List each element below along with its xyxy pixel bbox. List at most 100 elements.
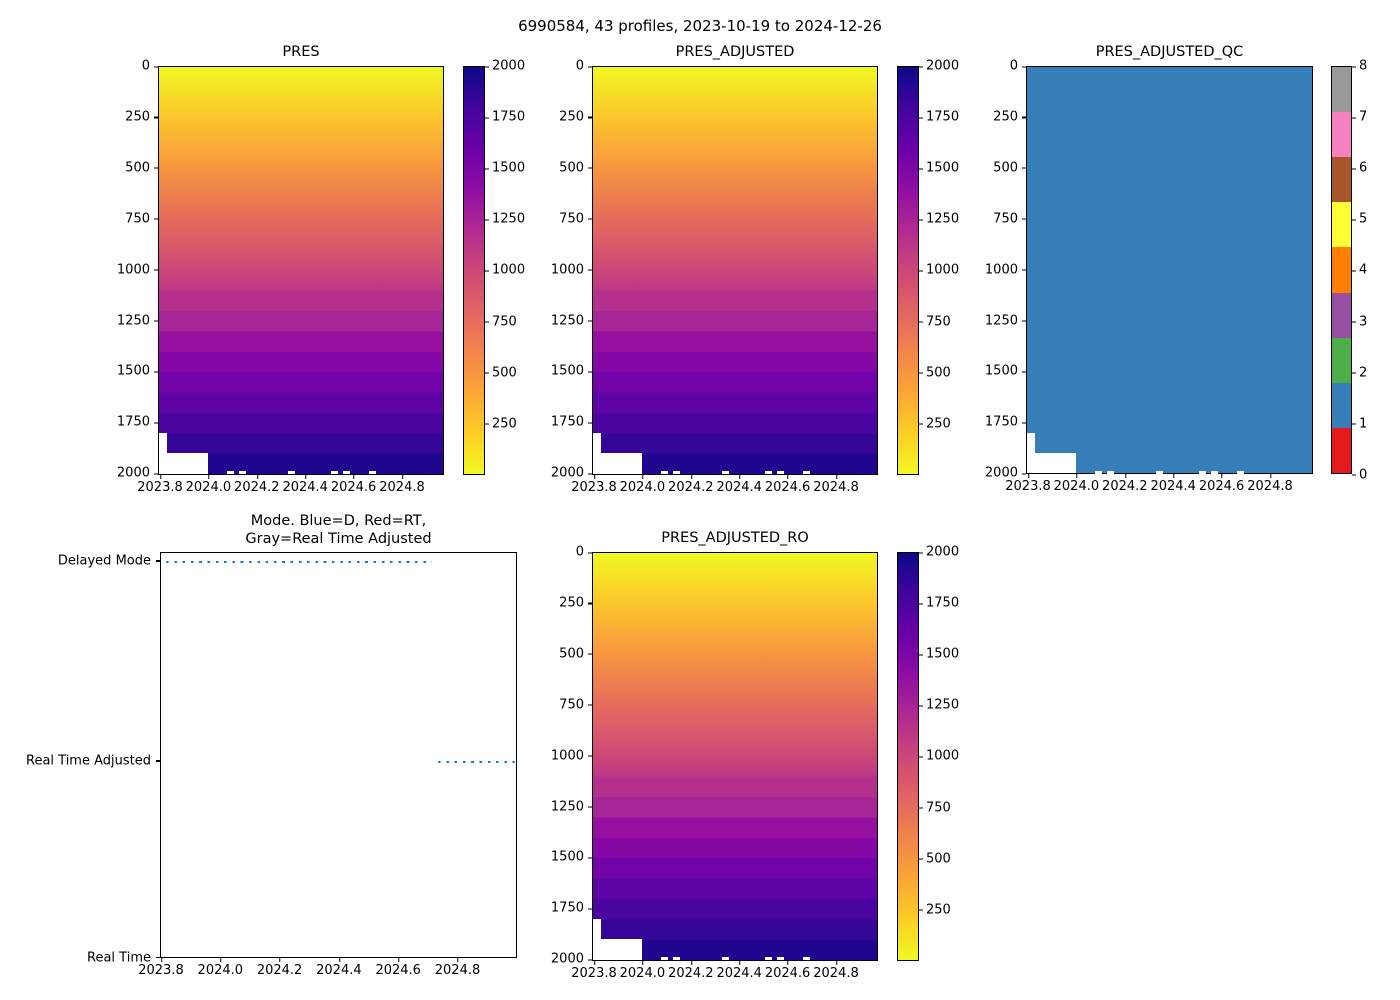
y-tick: 750 [559, 212, 592, 225]
x-tick-label: 2024.2 [234, 480, 280, 495]
tick-mark [588, 218, 592, 220]
y-tick: 1750 [550, 900, 592, 916]
colorbar-tick: 1250 [919, 699, 959, 712]
tick-mark [154, 66, 158, 68]
y-tick: 500 [125, 161, 158, 174]
tick-mark [588, 552, 592, 554]
x-tick: 2024.0 [620, 961, 665, 981]
x-tick: 2024.0 [1054, 474, 1099, 494]
ro-heatmap [592, 552, 878, 961]
x-tick-label: 2024.6 [375, 963, 421, 978]
missing-data-gap [765, 957, 772, 960]
pres-adjusted-y-axis: 0 250 500 750 1000 1250 1500 1750 2000 [528, 60, 592, 480]
y-tick: 0 [141, 58, 158, 74]
mode-label-delayed: Delayed Mode [57, 553, 151, 569]
qc-colorbar-segment-7-pink [1332, 112, 1351, 158]
tick-mark [919, 654, 923, 656]
x-tick: 2024.4 [316, 958, 362, 978]
missing-data-gap [722, 957, 729, 960]
colorbar-tick-label: 1750 [492, 109, 526, 125]
tick-mark [457, 958, 459, 962]
tick-mark [1022, 320, 1026, 322]
panel-mode: Mode. Blue=D, Red=RT, Gray=Real Time Adj… [26, 513, 517, 978]
qc-colorbar-segment-2-green [1332, 337, 1351, 383]
tick-mark [690, 961, 692, 965]
x-tick: 2024.2 [234, 475, 280, 495]
x-tick-label: 2024.6 [330, 480, 377, 495]
tick-mark [739, 961, 741, 965]
tick-mark [588, 320, 592, 322]
tick-mark [1022, 422, 1026, 424]
y-tick-label: 250 [559, 595, 584, 611]
x-tick-label: 2024.4 [716, 966, 762, 981]
y-tick-label: 1750 [550, 900, 584, 916]
x-tick-label: 2024.2 [1102, 479, 1148, 494]
y-tick-label: 750 [993, 211, 1018, 227]
tick-mark [338, 958, 340, 962]
mode-title-line1: Mode. Blue=D, Red=RT, [250, 513, 427, 529]
y-tick-label: 2000 [550, 951, 584, 967]
panel-pres: PRES 0 250 500 750 1000 1250 1500 1750 2000 2023… [117, 44, 525, 495]
x-tick: 2024.4 [716, 475, 762, 495]
tick-mark [1352, 270, 1356, 272]
tick-mark [588, 908, 592, 910]
y-tick-label: 0 [141, 58, 150, 74]
x-tick-label: 2024.8 [379, 480, 425, 495]
missing-data-gap [1107, 471, 1114, 474]
x-tick: 2023.8 [571, 961, 617, 981]
tick-mark [353, 475, 355, 479]
x-tick: 2024.0 [620, 475, 665, 495]
tick-mark [485, 372, 489, 374]
tick-mark [1022, 473, 1026, 475]
missing-data-gap [1237, 471, 1244, 474]
colorbar-tick: 1750 [919, 597, 959, 610]
tick-mark [588, 653, 592, 655]
missing-data-gap [673, 957, 680, 960]
x-tick: 2024.8 [379, 475, 425, 495]
x-tick-label: 2024.4 [282, 480, 328, 495]
y-tick-label: 1250 [984, 313, 1018, 328]
colorbar-tick: 250 [485, 417, 517, 430]
y-tick-label: 750 [559, 697, 584, 713]
tick-mark [919, 219, 923, 221]
tick-mark [588, 167, 592, 169]
colorbar-tick: 500 [485, 366, 517, 379]
tick-mark [588, 959, 592, 961]
y-tick: 750 [993, 211, 1026, 227]
colorbar-tick-label: 500 [926, 365, 951, 381]
colorbar-tick: 1000 [919, 750, 959, 763]
x-tick-label: 2024.8 [813, 966, 859, 981]
colorbar-tick: 8 [1352, 60, 1367, 73]
y-tick: 1000 [551, 263, 592, 276]
colorbar-tick: 250 [919, 417, 951, 430]
tick-mark [588, 473, 592, 475]
colorbar-tick: 1250 [919, 213, 959, 226]
qc-heatmap [1026, 66, 1313, 474]
y-tick: 2000 [985, 467, 1026, 480]
colorbar-tick: 1000 [485, 264, 525, 277]
y-tick: 750 [125, 212, 158, 225]
tick-mark [1022, 116, 1026, 119]
x-tick: 2023.8 [137, 475, 183, 495]
qc-colorbar-segment-0-red [1332, 427, 1351, 473]
y-tick-label: 1250 [550, 313, 584, 328]
y-tick: 1250 [117, 314, 158, 327]
y-tick: 0 [1009, 58, 1026, 74]
tick-mark [588, 422, 592, 424]
y-tick-label: 0 [1009, 58, 1018, 74]
x-tick-label: 2024.4 [716, 480, 762, 495]
colorbar-tick: 1250 [485, 213, 525, 226]
x-tick-label: 2024.8 [813, 480, 859, 495]
tick-mark [1173, 474, 1175, 478]
tick-mark [485, 66, 489, 68]
x-tick-label: 2024.4 [1150, 479, 1196, 494]
x-tick: 2024.8 [1247, 474, 1293, 494]
mode-title-line2: Gray=Real Time Adjusted [245, 530, 432, 547]
tick-mark [642, 475, 644, 479]
missing-data-gap [369, 471, 376, 474]
pres-heatmap [158, 66, 444, 475]
tick-mark [154, 320, 158, 322]
y-tick: 1750 [985, 416, 1026, 429]
tick-mark [1352, 372, 1356, 374]
y-tick: 0 [576, 546, 592, 559]
